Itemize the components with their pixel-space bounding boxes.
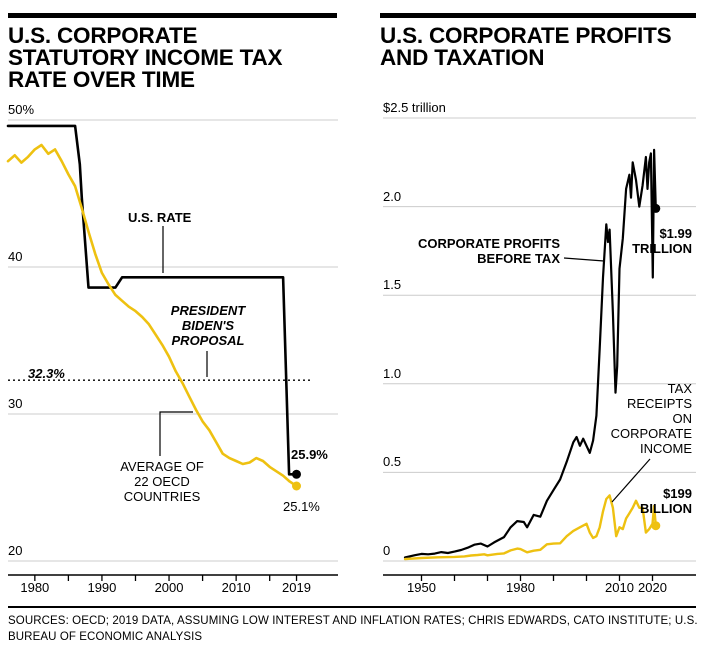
receipts-end-line-2: BILLION	[640, 501, 692, 516]
left-title-line-2: STATUTORY INCOME TAX	[8, 45, 283, 70]
tax-receipts-line-3: ON	[672, 411, 693, 426]
y-axis-label: 0	[383, 543, 391, 558]
x-axis-label: 1980	[506, 580, 535, 595]
y-axis-label: 1.5	[383, 277, 402, 293]
y-axis-label: 0.5	[383, 454, 402, 470]
left-title-rule	[8, 13, 337, 18]
profits-end-line-2: TRILLION	[632, 241, 692, 256]
oecd-end-value: 25.1%	[283, 499, 320, 514]
corporate-profits-line-2: BEFORE TAX	[477, 251, 560, 266]
oecd-average-label: AVERAGE OF 22 OECD COUNTRIES	[118, 459, 206, 504]
series-end-dot	[651, 203, 661, 213]
biden-proposal-line-3: PROPOSAL	[171, 333, 245, 348]
gold-series-line	[403, 494, 657, 561]
footer-sources-line-2: BUREAU OF ECONOMIC ANALYSIS	[8, 631, 203, 643]
y-axis-label: 20	[8, 543, 23, 558]
annotation-pointer-line	[563, 257, 605, 262]
us-rate-label: U.S. RATE	[128, 210, 192, 225]
biden-rate-value: 32.3%	[28, 366, 65, 381]
y-axis-label: 2.0	[383, 188, 402, 204]
left-title-line-1: U.S. CORPORATE	[8, 23, 198, 48]
annotation-pointer-line	[611, 458, 651, 503]
x-axis-label: 1980	[20, 580, 50, 595]
footer-sources-line-1: SOURCES: OECD; 2019 DATA, ASSUMING LOW I…	[8, 615, 698, 627]
right-title-line-1: U.S. CORPORATE PROFITS	[380, 23, 672, 48]
biden-proposal-line-2: BIDEN'S	[181, 318, 235, 333]
y-axis-label: 40	[8, 249, 23, 264]
y-axis-label: 30	[8, 396, 23, 411]
tax-receipts-line-1: TAX	[667, 381, 692, 396]
left-title-line-3: RATE OVER TIME	[8, 67, 195, 92]
x-axis-label: 2020	[638, 580, 667, 595]
right-chart-title: U.S. CORPORATE PROFITS AND TAXATION	[380, 23, 672, 70]
corporate-profits-label: CORPORATE PROFITS BEFORE TAX	[410, 236, 560, 266]
annotation-pointer-line	[159, 411, 193, 456]
x-axis-label: 2010	[221, 580, 251, 595]
x-axis-label: 1950	[407, 580, 436, 595]
y-axis-label: $2.5 trillion	[383, 100, 446, 115]
x-axis-label: 2010	[605, 580, 634, 595]
right-title-line-2: AND TAXATION	[380, 45, 545, 70]
biden-proposal-line-1: PRESIDENT	[170, 303, 246, 318]
tax-receipts-label: TAX RECEIPTS ON CORPORATE INCOME	[600, 381, 692, 456]
series-end-dot	[292, 469, 301, 479]
corporate-profits-line-1: CORPORATE PROFITS	[417, 236, 560, 251]
receipts-end-line-1: $199	[663, 486, 692, 501]
gold-series-line	[6, 143, 298, 488]
oecd-average-line-3: COUNTRIES	[123, 489, 201, 504]
x-axis-label: 2000	[154, 580, 184, 595]
oecd-average-line-2: 22 OECD	[134, 474, 190, 489]
y-axis-label: 1.0	[383, 365, 402, 381]
right-title-rule	[380, 13, 696, 18]
profits-end-line-1: $1.99	[659, 226, 692, 241]
us-end-value: 25.9%	[291, 447, 328, 462]
series-end-dot	[292, 481, 301, 491]
profits-end-value: $1.99 TRILLION	[600, 226, 692, 256]
black-series-line	[6, 124, 298, 476]
x-axis-label: 2019	[282, 580, 311, 595]
left-chart-title: U.S. CORPORATE STATUTORY INCOME TAX RATE…	[8, 23, 283, 92]
footer-rule	[8, 606, 696, 608]
tax-receipts-line-2: RECEIPTS	[626, 396, 692, 411]
series-end-dot	[651, 521, 661, 531]
x-axis-label: 1990	[87, 580, 117, 595]
black-series-line	[403, 148, 657, 559]
oecd-average-line-1: AVERAGE OF	[120, 459, 204, 474]
tax-receipts-line-4: CORPORATE	[610, 426, 692, 441]
tax-receipts-line-5: INCOME	[640, 441, 692, 456]
receipts-end-value: $199 BILLION	[600, 486, 692, 516]
y-axis-label: 50%	[8, 102, 35, 117]
biden-proposal-label: PRESIDENT BIDEN'S PROPOSAL	[163, 303, 253, 348]
